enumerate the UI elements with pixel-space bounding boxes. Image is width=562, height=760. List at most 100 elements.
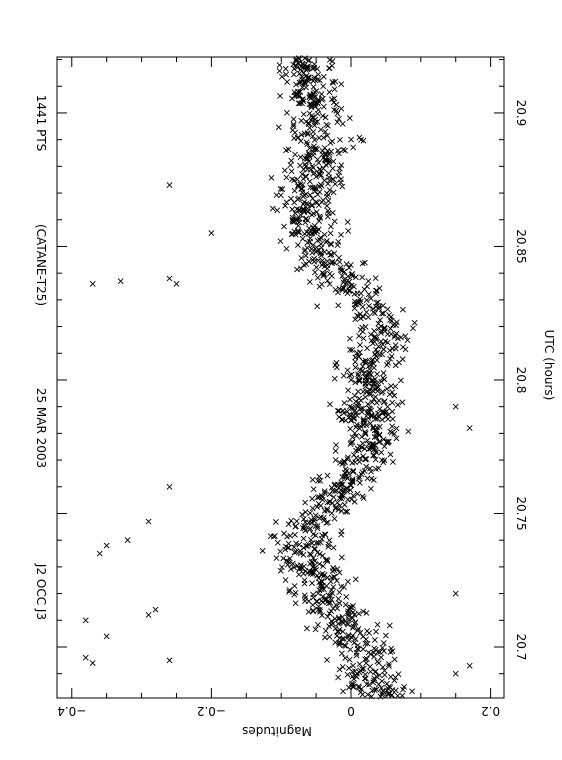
data-point bbox=[380, 459, 387, 466]
axis-ticks: 20.7 20.75 20.8 20.85 20.9 −0.4 −0.2 0 0.2 bbox=[57, 57, 528, 718]
data-point bbox=[326, 89, 333, 96]
data-point bbox=[145, 612, 152, 618]
data-point bbox=[349, 346, 356, 353]
data-point bbox=[345, 387, 352, 394]
data-point bbox=[331, 259, 338, 266]
data-point bbox=[296, 79, 303, 86]
data-point bbox=[387, 649, 394, 655]
data-point bbox=[333, 504, 340, 511]
data-point bbox=[331, 250, 338, 257]
data-point bbox=[291, 564, 297, 571]
data-point bbox=[370, 442, 377, 449]
data-point bbox=[382, 413, 389, 420]
data-point bbox=[312, 185, 318, 192]
data-point bbox=[308, 117, 315, 124]
data-point bbox=[291, 544, 298, 551]
data-point bbox=[285, 540, 292, 547]
header-observatory: (CATANE-T25) bbox=[34, 224, 48, 306]
data-point bbox=[320, 573, 327, 579]
data-point bbox=[322, 597, 329, 604]
data-point bbox=[328, 596, 335, 603]
data-point bbox=[314, 199, 321, 206]
data-point bbox=[341, 400, 348, 406]
data-point bbox=[329, 590, 336, 596]
data-point bbox=[359, 469, 366, 476]
data-point bbox=[306, 178, 313, 185]
data-point bbox=[305, 149, 312, 156]
data-point bbox=[389, 399, 396, 406]
data-point bbox=[315, 575, 322, 582]
data-point bbox=[347, 335, 353, 342]
data-point bbox=[346, 403, 353, 410]
data-point bbox=[376, 649, 383, 655]
data-point bbox=[336, 285, 343, 292]
data-point bbox=[283, 245, 290, 252]
data-point bbox=[337, 136, 343, 143]
data-point bbox=[371, 677, 377, 684]
data-point bbox=[346, 613, 352, 620]
data-point bbox=[321, 156, 328, 163]
data-point bbox=[346, 264, 353, 271]
data-point bbox=[315, 621, 321, 628]
data-point bbox=[361, 286, 368, 293]
data-point bbox=[310, 210, 317, 217]
data-point bbox=[305, 258, 312, 265]
data-point bbox=[362, 374, 369, 381]
data-point bbox=[389, 389, 396, 396]
data-point bbox=[360, 495, 367, 502]
data-point bbox=[409, 688, 416, 695]
data-point bbox=[281, 223, 287, 230]
data-point bbox=[349, 459, 356, 466]
data-point bbox=[303, 67, 310, 73]
data-point bbox=[399, 306, 406, 313]
data-point bbox=[124, 537, 131, 544]
data-point bbox=[291, 583, 298, 589]
data-point bbox=[336, 589, 343, 596]
data-point bbox=[326, 151, 332, 158]
data-point bbox=[364, 437, 371, 444]
data-point bbox=[281, 530, 288, 537]
data-point bbox=[324, 258, 331, 265]
data-point bbox=[399, 399, 406, 406]
data-point bbox=[371, 637, 378, 643]
data-point bbox=[338, 176, 344, 183]
data-point bbox=[306, 57, 313, 63]
data-point bbox=[89, 660, 96, 666]
data-point bbox=[325, 170, 332, 177]
data-point bbox=[297, 100, 304, 107]
data-point bbox=[326, 610, 333, 617]
data-point bbox=[347, 487, 354, 494]
data-point bbox=[335, 620, 342, 627]
data-point bbox=[296, 56, 303, 62]
data-point bbox=[351, 498, 358, 505]
data-point bbox=[342, 147, 348, 154]
data-point bbox=[145, 518, 152, 525]
data-point bbox=[319, 95, 326, 102]
data-point bbox=[371, 452, 378, 459]
data-point bbox=[290, 123, 297, 130]
data-point bbox=[334, 119, 341, 126]
data-point bbox=[378, 330, 384, 336]
data-point bbox=[292, 589, 299, 596]
data-point bbox=[365, 291, 372, 298]
data-point bbox=[289, 560, 296, 567]
data-point bbox=[362, 429, 368, 435]
data-point bbox=[392, 362, 399, 369]
data-point bbox=[323, 190, 330, 197]
data-point bbox=[332, 448, 339, 454]
data-point bbox=[326, 498, 333, 505]
x-tick-label-1: 20.75 bbox=[514, 496, 528, 530]
data-point bbox=[387, 673, 394, 680]
data-point bbox=[411, 319, 418, 326]
data-point bbox=[384, 687, 390, 694]
data-point bbox=[380, 640, 387, 646]
data-point bbox=[346, 684, 352, 691]
data-point bbox=[306, 145, 313, 152]
data-point bbox=[348, 482, 355, 489]
data-point bbox=[375, 681, 382, 688]
data-point bbox=[357, 298, 364, 305]
data-point bbox=[282, 65, 289, 72]
data-point bbox=[363, 297, 370, 304]
data-point bbox=[347, 425, 354, 432]
data-point bbox=[311, 515, 318, 522]
